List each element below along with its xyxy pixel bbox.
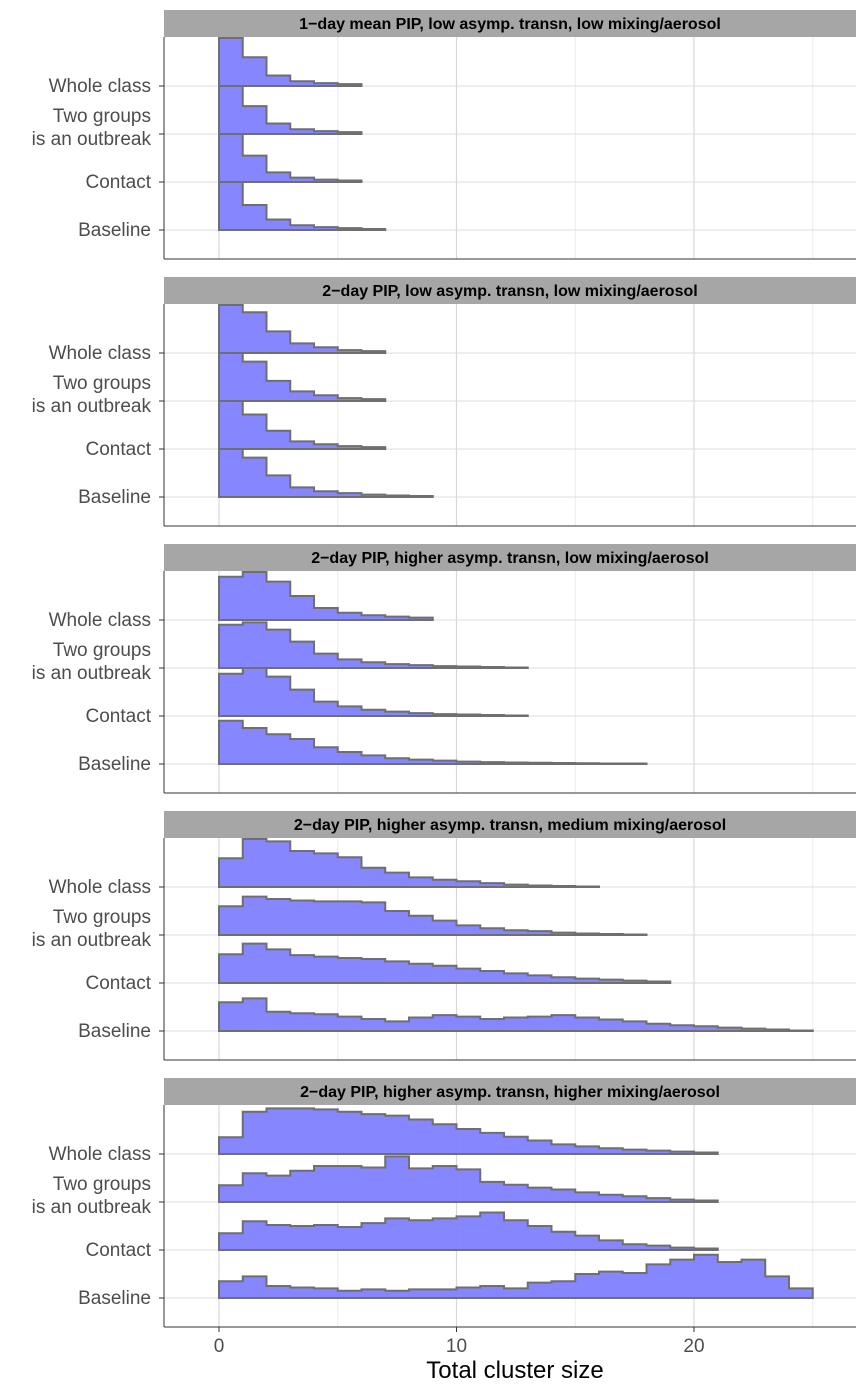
row-label-line: Two groups [53,1174,151,1195]
histogram-two-groups-is-an-outbreak [218,621,529,669]
x-axis-title: Total cluster size [426,1357,603,1384]
row-label-line: is an outbreak [32,663,152,684]
histogram-whole-class [218,838,600,888]
row-label: Contact [86,439,152,460]
panel-title: 2−day PIP, higher asymp. transn, medium … [294,817,726,834]
row-label-line: Whole class [49,610,151,631]
histogram-two-groups-is-an-outbreak [218,85,363,135]
panel-strip [164,811,856,838]
row-label-line: is an outbreak [32,930,152,951]
row-label-line: Two groups [53,373,151,394]
row-label-line: Whole class [49,877,151,898]
row-label: Contact [86,172,152,193]
row-label: Two groups is an outbreak [32,907,152,951]
histogram-contact [218,667,529,717]
row-label: Two groups is an outbreak [32,1174,152,1218]
row-label-line: Baseline [78,1288,151,1309]
panel-4: 2−day PIP, higher asymp. transn, medium … [32,811,856,1061]
row-label: Whole class [49,343,151,364]
row-label: Two groups is an outbreak [32,373,152,417]
row-label-line: Two groups [53,106,151,127]
row-label-line: Contact [86,706,152,727]
row-label-line: Two groups [53,640,151,661]
panel-strip [164,277,856,304]
panel-strip [164,544,856,571]
histogram-whole-class [218,1107,719,1155]
row-label-line: is an outbreak [32,1197,152,1218]
histogram-contact [218,1211,719,1251]
row-label-line: Baseline [78,487,151,508]
row-label: Baseline [78,1021,151,1042]
panel-title: 1−day mean PIP, low asymp. transn, low m… [299,16,721,33]
row-label: Baseline [78,220,151,241]
row-label: Whole class [49,1144,151,1165]
row-label-line: Baseline [78,754,151,775]
x-tick-label: 0 [214,1336,225,1357]
row-label: Two groups is an outbreak [32,640,152,684]
row-label-line: is an outbreak [32,129,152,150]
panel-title: 2−day PIP, higher asymp. transn, low mix… [311,550,709,567]
histogram-baseline [218,1253,814,1299]
histogram-contact [218,133,363,183]
row-label: Baseline [78,1288,151,1309]
row-label: Whole class [49,877,151,898]
histogram-baseline [218,181,387,231]
panel-3: 2−day PIP, higher asymp. transn, low mix… [32,544,856,794]
row-label-line: Contact [86,439,152,460]
row-label: Whole class [49,76,151,97]
row-label-line: Whole class [49,343,151,364]
x-tick-label: 20 [683,1336,704,1357]
histogram-two-groups-is-an-outbreak [218,1155,719,1203]
row-label: Baseline [78,754,151,775]
histogram-contact [218,942,672,984]
histogram-two-groups-is-an-outbreak [218,352,387,402]
histogram-baseline [218,719,648,765]
row-label: Whole class [49,610,151,631]
row-label: Contact [86,1240,152,1261]
panel-title: 2−day PIP, low asymp. transn, low mixing… [322,283,697,300]
panel-5: 2−day PIP, higher asymp. transn, higher … [32,1078,856,1328]
row-label-line: Contact [86,172,152,193]
panel-strip [164,1078,856,1105]
row-label-line: Baseline [78,220,151,241]
row-label-line: Baseline [78,1021,151,1042]
histogram-whole-class [218,571,434,621]
row-label-line: Whole class [49,1144,151,1165]
histogram-baseline [218,997,814,1032]
histogram-whole-class [218,37,363,87]
histogram-contact [218,400,387,450]
row-label: Two groups is an outbreak [32,106,152,150]
row-label: Contact [86,973,152,994]
panel-2: 2−day PIP, low asymp. transn, low mixing… [32,277,856,527]
panel-strip [164,10,856,37]
panel-title: 2−day PIP, higher asymp. transn, higher … [300,1084,720,1101]
histogram-two-groups-is-an-outbreak [218,895,648,936]
x-tick-label: 10 [446,1336,467,1357]
row-label-line: Whole class [49,76,151,97]
histogram-baseline [218,448,434,498]
row-label-line: Contact [86,973,152,994]
panels-layer: 1−day mean PIP, low asymp. transn, low m… [32,10,856,1357]
row-label-line: Two groups [53,907,151,928]
row-label: Contact [86,706,152,727]
panel-1: 1−day mean PIP, low asymp. transn, low m… [32,10,856,260]
histogram-whole-class [218,304,387,354]
row-label: Baseline [78,487,151,508]
row-label-line: is an outbreak [32,396,152,417]
row-label-line: Contact [86,1240,152,1261]
